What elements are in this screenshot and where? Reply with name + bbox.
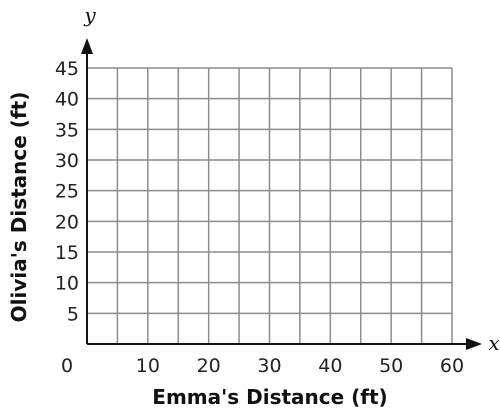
y-axis-letter: y [83,3,96,27]
x-axis-title: Emma's Distance (ft) [152,385,387,409]
x-tick-label: 50 [379,355,403,377]
origin-label: 0 [61,355,73,377]
y-tick-label: 25 [55,181,79,203]
x-tick-label: 40 [318,355,342,377]
y-tick-label: 40 [55,89,79,111]
y-tick-label: 45 [55,58,79,80]
y-tick-label: 35 [55,119,79,141]
y-tick-label: 10 [55,273,79,295]
y-axis-arrowhead [81,38,93,54]
y-axis-title: Olivia's Distance (ft) [7,92,31,323]
x-tick-label: 60 [440,355,464,377]
x-axis-arrowhead [466,338,482,350]
x-tick-label: 30 [257,355,281,377]
y-tick-label: 15 [55,242,79,264]
axes [81,38,482,350]
y-tick-label: 5 [67,303,79,325]
x-tick-label: 20 [197,355,221,377]
tick-labels: 10 20 30 40 50 60 5 10 15 20 25 30 35 40 45 [55,58,464,377]
grid-lines [87,67,453,344]
y-tick-label: 20 [55,211,79,233]
x-tick-label: 10 [136,355,160,377]
x-axis-letter: x [488,331,499,355]
y-tick-label: 30 [55,150,79,172]
